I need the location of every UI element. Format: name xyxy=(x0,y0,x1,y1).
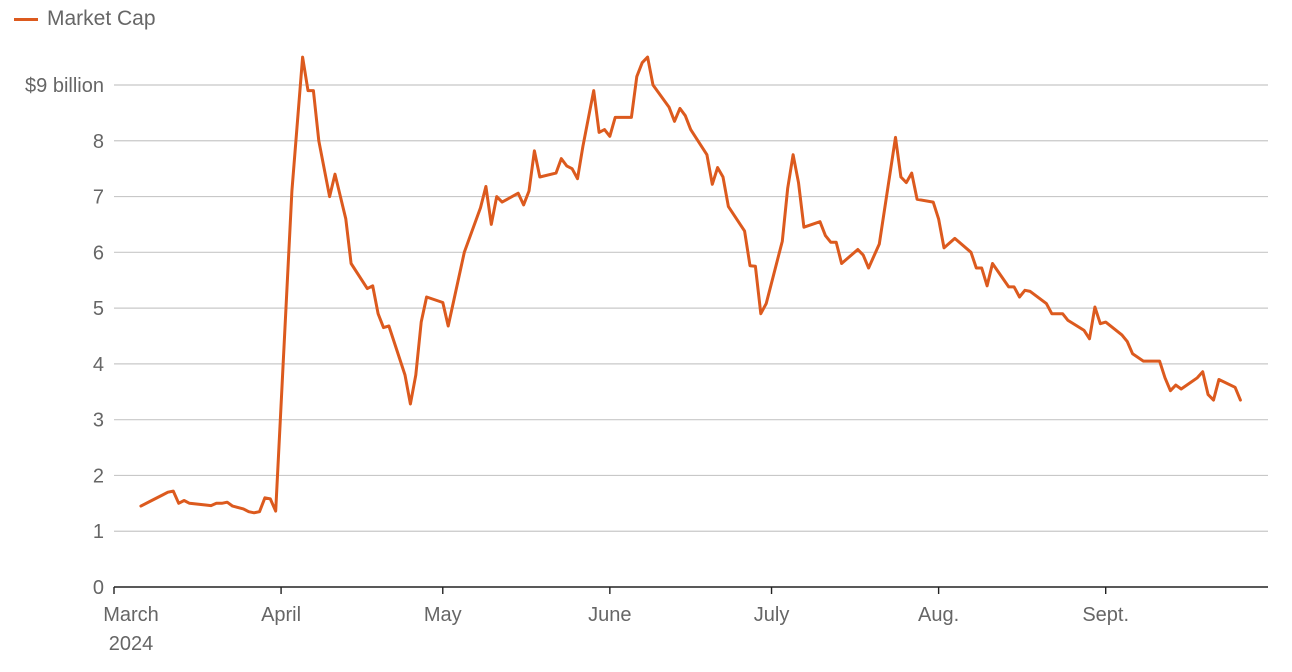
y-tick-label: 6 xyxy=(93,242,104,264)
y-tick-label: 2 xyxy=(93,465,104,487)
y-tick-label: 1 xyxy=(93,521,104,543)
gridlines xyxy=(113,84,1268,594)
x-tick-label: April xyxy=(261,604,301,626)
x-tick-label: May xyxy=(424,604,462,626)
legend-swatch xyxy=(14,17,38,21)
y-tick-label: 8 xyxy=(93,131,104,153)
y-axis-labels: $9 billion 8 7 6 5 4 3 2 1 0 xyxy=(25,75,104,599)
x-tick-label: Sept. xyxy=(1082,604,1129,626)
x-tick-label: Aug. xyxy=(918,604,959,626)
legend-label: Market Cap xyxy=(47,7,156,30)
y-tick-label: 7 xyxy=(93,187,104,209)
y-tick-label: 5 xyxy=(93,298,104,320)
x-axis-labels: March 2024 April May June July Aug. Sept. xyxy=(103,604,1129,655)
x-tick-label: March xyxy=(103,604,159,626)
series-line-market-cap xyxy=(139,55,1242,515)
x-tick-label: July xyxy=(754,604,790,626)
y-tick-label: 4 xyxy=(93,354,104,376)
x-tick-label: June xyxy=(588,604,631,626)
y-tick-label: 3 xyxy=(93,410,104,432)
y-tick-label: 0 xyxy=(93,577,104,599)
x-tick-sublabel: 2024 xyxy=(109,633,154,655)
chart-legend: Market Cap xyxy=(14,7,156,31)
series-lines xyxy=(139,55,1242,515)
y-tick-label: $9 billion xyxy=(25,75,104,97)
